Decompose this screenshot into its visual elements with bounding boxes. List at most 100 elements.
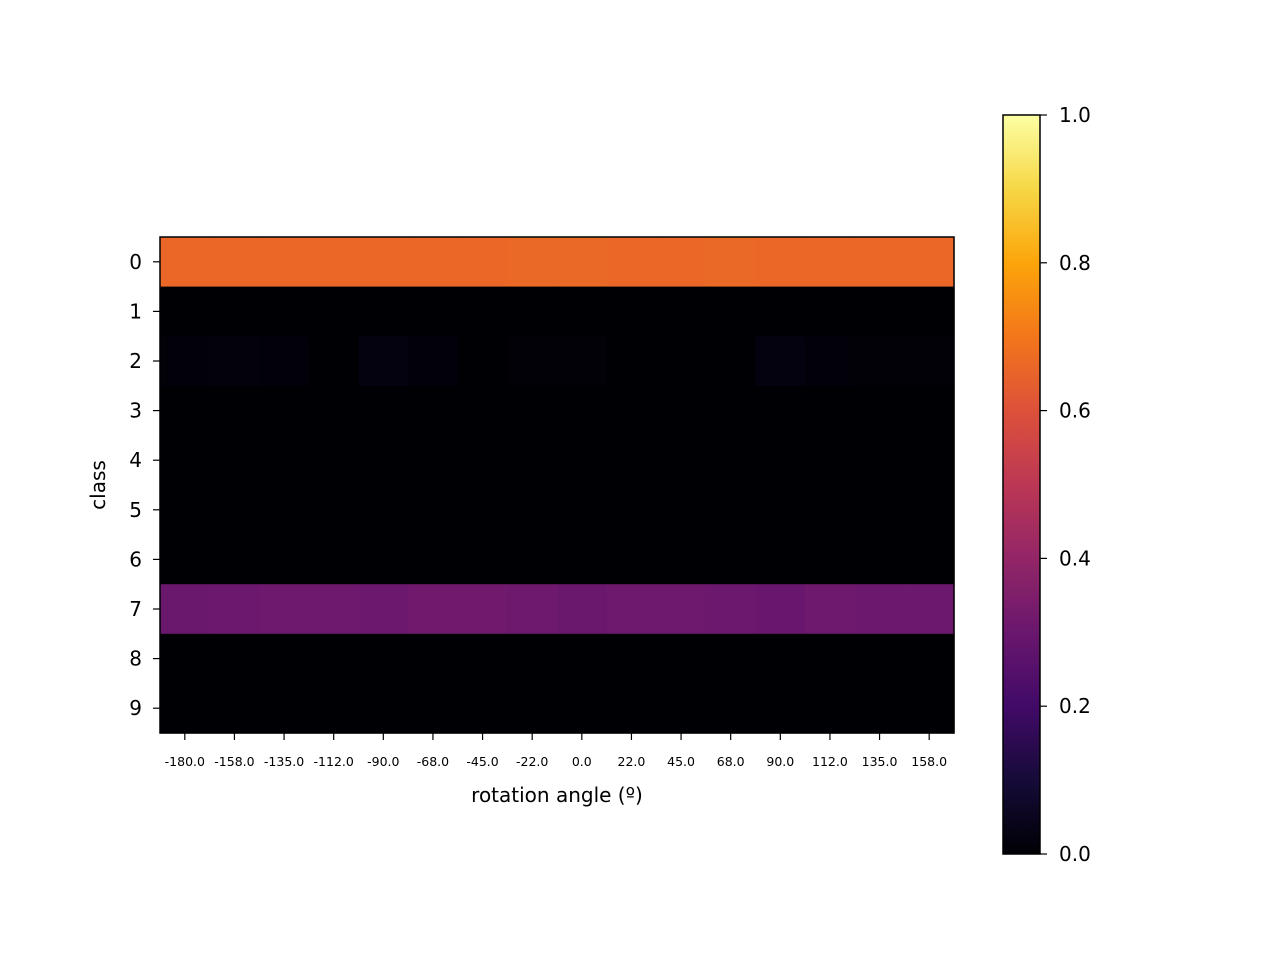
x-axis-label: rotation angle (º): [471, 783, 643, 807]
x-tick-label-3: -112.0: [314, 754, 354, 769]
heatmap-cell-r5-c3: [308, 485, 360, 536]
heatmap-cell-r5-c5: [408, 485, 459, 536]
heatmap-cell-r9-c15: [904, 683, 955, 734]
heatmap-cell-r3-c12: [755, 385, 806, 436]
heatmap-cell-r9-c14: [854, 683, 905, 734]
heatmap-cell-r6-c11: [705, 534, 757, 585]
heatmap-cell-r3-c2: [259, 385, 310, 436]
heatmap-cell-r0-c13: [805, 237, 856, 288]
x-tick-label-9: 22.0: [618, 754, 646, 769]
heatmap-cell-r3-c13: [805, 385, 856, 436]
heatmap-cell-r5-c4: [358, 485, 409, 536]
heatmap-cell-r0-c4: [358, 237, 409, 288]
heatmap-cell-r4-c6: [457, 435, 508, 486]
heatmap-cell-r1-c11: [705, 286, 757, 337]
colorbar-tick-label-3: 0.6: [1059, 399, 1091, 423]
heatmap-cell-r3-c14: [854, 385, 905, 436]
heatmap-cell-r7-c13: [805, 584, 856, 635]
colorbar-tick-label-2: 0.4: [1059, 546, 1091, 570]
heatmap-cell-r1-c0: [160, 286, 211, 337]
heatmap-cell-r7-c9: [606, 584, 657, 635]
heatmap-cell-r2-c12: [755, 336, 806, 387]
heatmap-cell-r0-c3: [308, 237, 360, 288]
heatmap-cell-r9-c2: [259, 683, 310, 734]
colorbar-tick-label-4: 0.8: [1059, 251, 1091, 275]
heatmap-cell-r7-c3: [308, 584, 360, 635]
heatmap-cell-r2-c5: [408, 336, 459, 387]
heatmap-cell-r9-c0: [160, 683, 211, 734]
colorbar-ticks: 0.0 0.2 0.4 0.6 0.8 1.0: [1040, 103, 1091, 866]
heatmap-cell-r0-c0: [160, 237, 211, 288]
heatmap-cell-r4-c2: [259, 435, 310, 486]
heatmap-cell-r9-c6: [457, 683, 508, 734]
heatmap-cell-r2-c1: [209, 336, 260, 387]
heatmap-cell-r2-c4: [358, 336, 409, 387]
heatmap-cell-r9-c13: [805, 683, 856, 734]
y-axis-label: class: [86, 460, 110, 510]
heatmap-cell-r1-c5: [408, 286, 459, 337]
heatmap-cell-r1-c12: [755, 286, 806, 337]
heatmap-cell-r3-c7: [507, 385, 558, 436]
heatmap-cell-r3-c6: [457, 385, 508, 436]
heatmap-cell-r6-c9: [606, 534, 657, 585]
heatmap-cell-r5-c12: [755, 485, 806, 536]
heatmap-cell-r0-c6: [457, 237, 508, 288]
heatmap-cell-r8-c12: [755, 633, 806, 684]
y-tick-label-7: 7: [129, 597, 142, 621]
heatmap-cell-r9-c4: [358, 683, 409, 734]
heatmap-cell-r2-c0: [160, 336, 211, 387]
heatmap-cell-r5-c9: [606, 485, 657, 536]
heatmap-cell-r4-c15: [904, 435, 955, 486]
heatmap-cell-r4-c13: [805, 435, 856, 486]
heatmap-cell-r6-c12: [755, 534, 806, 585]
heatmap-cell-r5-c11: [705, 485, 757, 536]
heatmap-cell-r9-c11: [705, 683, 757, 734]
heatmap-cell-r6-c8: [557, 534, 608, 585]
heatmap-cell-r5-c2: [259, 485, 310, 536]
heatmap-cell-r7-c2: [259, 584, 310, 635]
heatmap-cell-r6-c6: [457, 534, 508, 585]
y-tick-label-4: 4: [129, 448, 142, 472]
heatmap-cell-r6-c1: [209, 534, 260, 585]
heatmap-cell-r4-c0: [160, 435, 211, 486]
heatmap-cell-r4-c8: [557, 435, 608, 486]
heatmap-cell-r5-c15: [904, 485, 955, 536]
x-tick-label-7: -22.0: [516, 754, 548, 769]
heatmap-cell-r7-c12: [755, 584, 806, 635]
y-tick-label-1: 1: [129, 299, 142, 323]
heatmap-cell-r1-c9: [606, 286, 657, 337]
heatmap-cell-r4-c9: [606, 435, 657, 486]
heatmap-cell-r7-c0: [160, 584, 211, 635]
x-tick-label-14: 135.0: [862, 754, 898, 769]
heatmap-cell-r8-c5: [408, 633, 459, 684]
heatmap-cell-r2-c2: [259, 336, 310, 387]
heatmap-cell-r3-c0: [160, 385, 211, 436]
heatmap-cell-r8-c11: [705, 633, 757, 684]
heatmap-cell-r8-c13: [805, 633, 856, 684]
heatmap-cell-r8-c7: [507, 633, 558, 684]
heatmap-cell-r9-c12: [755, 683, 806, 734]
heatmap-cell-r0-c7: [507, 237, 558, 288]
heatmap-cell-r6-c7: [507, 534, 558, 585]
heatmap-cell-r2-c15: [904, 336, 955, 387]
heatmap-cell-r7-c7: [507, 584, 558, 635]
heatmap-cell-r0-c14: [854, 237, 905, 288]
heatmap-cell-r8-c14: [854, 633, 905, 684]
heatmap-cell-r9-c9: [606, 683, 657, 734]
heatmap-cell-r8-c1: [209, 633, 260, 684]
colorbar-tick-label-1: 0.2: [1059, 694, 1091, 718]
heatmap-cell-r4-c10: [656, 435, 707, 486]
heatmap-cell-r1-c8: [557, 286, 608, 337]
heatmap-cell-r3-c4: [358, 385, 409, 436]
x-tick-label-8: 0.0: [572, 754, 592, 769]
y-tick-label-2: 2: [129, 349, 142, 373]
y-tick-label-8: 8: [129, 647, 142, 671]
heatmap-cell-r3-c9: [606, 385, 657, 436]
heatmap-cell-r7-c14: [854, 584, 905, 635]
heatmap-cell-r6-c14: [854, 534, 905, 585]
colorbar-tick-label-0: 0.0: [1059, 842, 1091, 866]
heatmap-cell-r1-c3: [308, 286, 360, 337]
heatmap-cell-r6-c10: [656, 534, 707, 585]
heatmap-cell-r2-c7: [507, 336, 558, 387]
heatmap-cell-r2-c8: [557, 336, 608, 387]
